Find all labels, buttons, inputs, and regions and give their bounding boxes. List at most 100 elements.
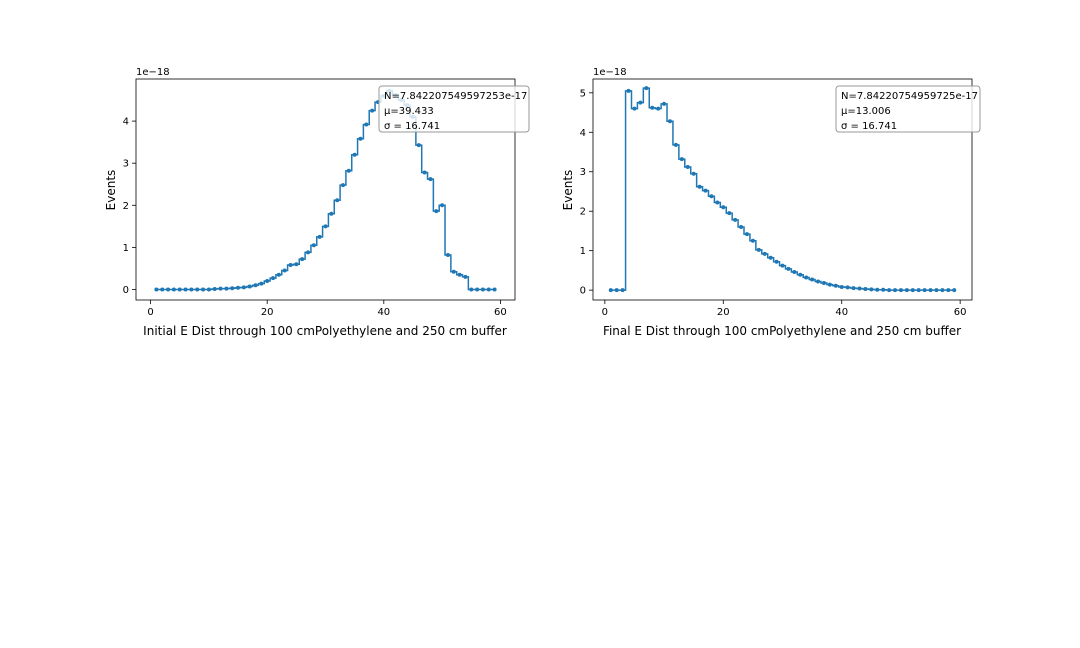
data-point (650, 105, 655, 110)
x-tick-label: 40 (377, 307, 390, 318)
data-point (733, 217, 738, 222)
data-point (946, 288, 951, 293)
plot-frame (135, 78, 516, 301)
data-point (259, 281, 264, 286)
data-point (445, 252, 450, 257)
y-tick-label: 0 (580, 286, 586, 297)
data-point (827, 282, 832, 287)
x-tick-label: 60 (494, 307, 507, 318)
y-tick-label: 2 (123, 201, 129, 212)
legend-mu: μ=39.433 (384, 106, 434, 117)
legend-box: N=7.842207549597253e-17 μ=39.433 σ = 16.… (378, 85, 530, 133)
data-point (271, 276, 276, 281)
data-point (857, 286, 862, 291)
data-point (195, 287, 200, 292)
chart-final-energy: 1e−18 Final E Dist through 100 cmPolyeth… (561, 67, 981, 338)
x-axis-label: Final E Dist through 100 cmPolyethylene … (603, 324, 961, 338)
data-point (480, 287, 485, 292)
data-point (416, 143, 421, 148)
data-point (171, 287, 176, 292)
data-point (335, 198, 340, 203)
data-point (183, 287, 188, 292)
data-point (218, 286, 223, 291)
data-point (863, 286, 868, 291)
y-tick-label: 1 (580, 246, 586, 257)
data-point (673, 142, 678, 147)
data-point (370, 108, 375, 113)
legend-sigma: σ = 16.741 (841, 121, 897, 132)
data-point (934, 288, 939, 293)
data-point (744, 232, 749, 237)
data-point (756, 247, 761, 252)
data-point (881, 287, 886, 292)
y-axis-label: Events (561, 170, 575, 211)
y-tick-label: 3 (580, 167, 586, 178)
data-point (928, 288, 933, 293)
y-tick-label: 1 (123, 243, 129, 254)
data-point (916, 288, 921, 293)
data-point (703, 188, 708, 193)
data-series (608, 86, 957, 293)
legend-mu: μ=13.006 (841, 106, 891, 117)
data-point (422, 170, 427, 175)
data-point (869, 287, 874, 292)
series-line (156, 90, 495, 291)
axis-ticks: 0 20 40 60 0 1 2 3 4 (123, 117, 507, 318)
data-point (294, 262, 299, 267)
data-point (952, 288, 957, 293)
data-point (851, 286, 856, 291)
data-point (352, 152, 357, 157)
data-point (177, 287, 182, 292)
data-point (364, 122, 369, 127)
axis-ticks: 0 20 40 60 0 1 2 3 4 5 (580, 88, 967, 318)
data-point (875, 287, 880, 292)
data-point (727, 211, 732, 216)
data-point (739, 224, 744, 229)
data-point (475, 287, 480, 292)
data-point (709, 194, 714, 199)
data-point (816, 279, 821, 284)
data-point (608, 288, 613, 293)
data-point (898, 288, 903, 293)
data-point (656, 106, 661, 111)
data-point (323, 224, 328, 229)
data-point (839, 284, 844, 289)
data-point (166, 287, 171, 292)
data-point (910, 288, 915, 293)
data-point (469, 287, 474, 292)
data-point (662, 101, 667, 106)
data-point (317, 234, 322, 239)
data-point (679, 157, 684, 162)
data-point (821, 281, 826, 286)
data-point (224, 286, 229, 291)
x-axis-label: Initial E Dist through 100 cmPolyethylen… (143, 324, 507, 338)
data-point (306, 250, 311, 255)
data-point (434, 209, 439, 214)
data-point (638, 100, 643, 105)
data-point (288, 263, 293, 268)
data-point (340, 183, 345, 188)
legend-sigma: σ = 16.741 (384, 121, 440, 132)
legend-box: N=7.84220754959725e-17 μ=13.006 σ = 16.7… (835, 85, 981, 133)
data-point (311, 243, 316, 248)
data-point (440, 203, 445, 208)
data-point (786, 266, 791, 271)
data-point (620, 288, 625, 293)
data-point (457, 272, 462, 277)
data-point (697, 184, 702, 189)
y-tick-label: 5 (580, 88, 586, 99)
data-point (940, 288, 945, 293)
legend-n: N=7.84220754959725e-17 (841, 91, 978, 102)
data-point (451, 269, 456, 274)
data-point (774, 259, 779, 264)
data-point (154, 287, 159, 292)
data-point (247, 284, 252, 289)
data-point (685, 165, 690, 170)
data-series (154, 88, 497, 292)
data-point (253, 283, 258, 288)
data-point (632, 106, 637, 111)
data-point (691, 171, 696, 176)
chart-initial-energy: 1e−18 Initial E Dist through 100 cmPolye… (104, 67, 530, 338)
x-tick-label: 0 (147, 307, 153, 318)
